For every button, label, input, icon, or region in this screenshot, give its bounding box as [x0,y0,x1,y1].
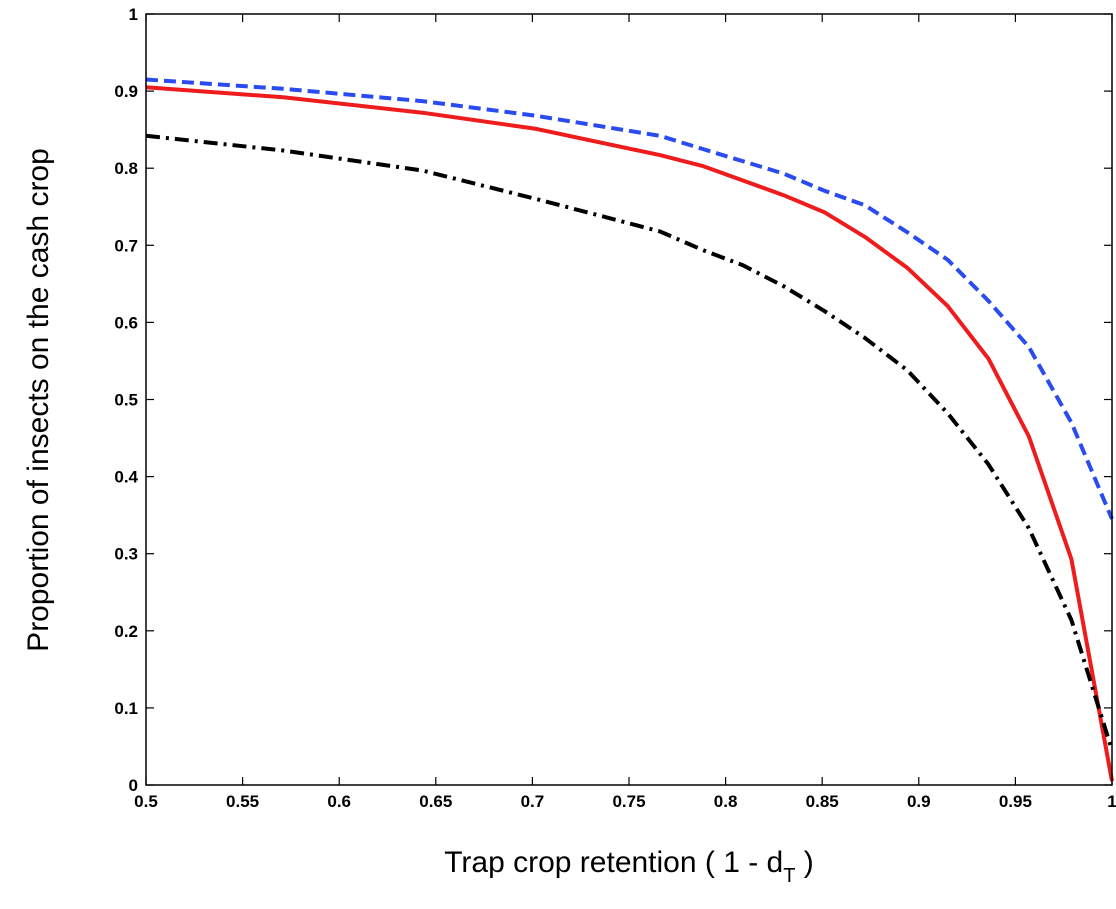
y-tick-label: 0.2 [114,622,138,641]
y-tick-label: 0 [129,776,138,795]
x-axis-title-main: Trap crop retention ( 1 - d [444,846,783,879]
x-axis-title: Trap crop retention ( 1 - dT ) [444,846,814,887]
x-tick-label: 1 [1107,792,1116,811]
y-tick-label: 0.6 [114,313,138,332]
series-line-1 [145,77,1114,520]
y-tick-label: 0.4 [114,468,138,487]
x-axis: 0.5 0.55 0.6 0.65 0.7 0.75 0.8 0.85 0.9 0.95 1 [134,14,1116,811]
x-tick-label: 0.9 [907,792,931,811]
x-tick-label: 0.8 [714,792,738,811]
y-tick-label: 0.9 [114,82,138,101]
y-tick-label: 0.7 [114,236,138,255]
y-axis-title: Proportion of insects on the cash crop [22,148,55,652]
y-tick-label: 0.5 [114,391,138,410]
x-tick-label: 0.55 [226,792,259,811]
x-tick-label: 0.7 [521,792,545,811]
x-tick-label: 0.6 [327,792,351,811]
y-tick-label: 0.8 [114,159,138,178]
x-axis-title-suffix: ) [795,846,813,879]
x-tick-label: 0.65 [419,792,452,811]
plot-background [146,14,1112,785]
y-tick-label: 0.3 [114,545,138,564]
y-axis: 0 0.1 0.2 0.3 0.4 0.5 0.6 0.7 0.8 0.9 1 [114,5,1112,795]
x-tick-label: 0.75 [612,792,645,811]
y-tick-label: 0.1 [114,699,138,718]
x-axis-title-subscript: T [783,865,795,887]
series-layer [145,77,1114,782]
y-tick-label: 1 [129,5,138,24]
x-tick-label: 0.5 [134,792,158,811]
series-line-2 [145,85,1114,782]
x-tick-label: 0.85 [806,792,839,811]
x-tick-label: 0.95 [999,792,1032,811]
